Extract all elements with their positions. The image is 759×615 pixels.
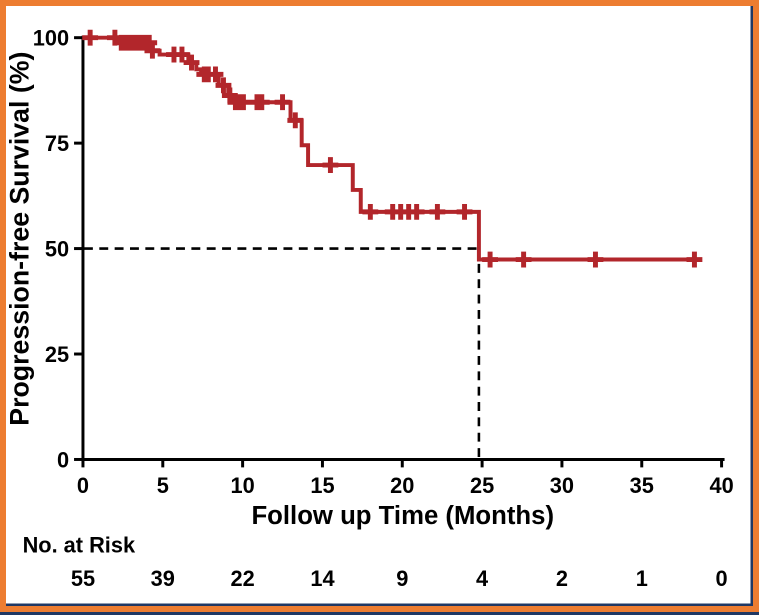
y-tick-label: 50 [45, 236, 69, 261]
x-tick-label: 30 [550, 473, 574, 498]
at-risk-count: 9 [396, 566, 408, 591]
y-tick-label: 100 [33, 26, 69, 51]
at-risk-count: 2 [556, 566, 568, 591]
at-risk-count: 14 [310, 566, 334, 591]
x-axis-title: Follow up Time (Months) [251, 502, 554, 530]
x-tick-label: 35 [630, 473, 654, 498]
x-tick-label: 5 [157, 473, 169, 498]
at-risk-count: 1 [636, 566, 648, 591]
x-tick-label: 25 [470, 473, 494, 498]
survival-curve [82, 35, 701, 262]
at-risk-label: No. at Risk [23, 533, 136, 558]
at-risk-count: 55 [71, 566, 95, 591]
at-risk-count: 4 [476, 566, 488, 591]
y-axis-title: Progression-free Survival (%) [6, 52, 35, 426]
x-tick-label: 10 [231, 473, 255, 498]
x-tick-label: 40 [709, 473, 733, 498]
censor-marks [82, 29, 703, 268]
x-tick-label: 0 [77, 473, 89, 498]
y-tick-label: 0 [57, 447, 69, 472]
x-tick-label: 20 [390, 473, 414, 498]
x-tick-label: 15 [310, 473, 334, 498]
at-risk-count: 0 [716, 566, 728, 591]
at-risk-count: 22 [231, 566, 255, 591]
at-risk-count: 39 [151, 566, 175, 591]
y-tick-label: 75 [45, 131, 69, 156]
y-tick-label: 25 [45, 342, 69, 367]
